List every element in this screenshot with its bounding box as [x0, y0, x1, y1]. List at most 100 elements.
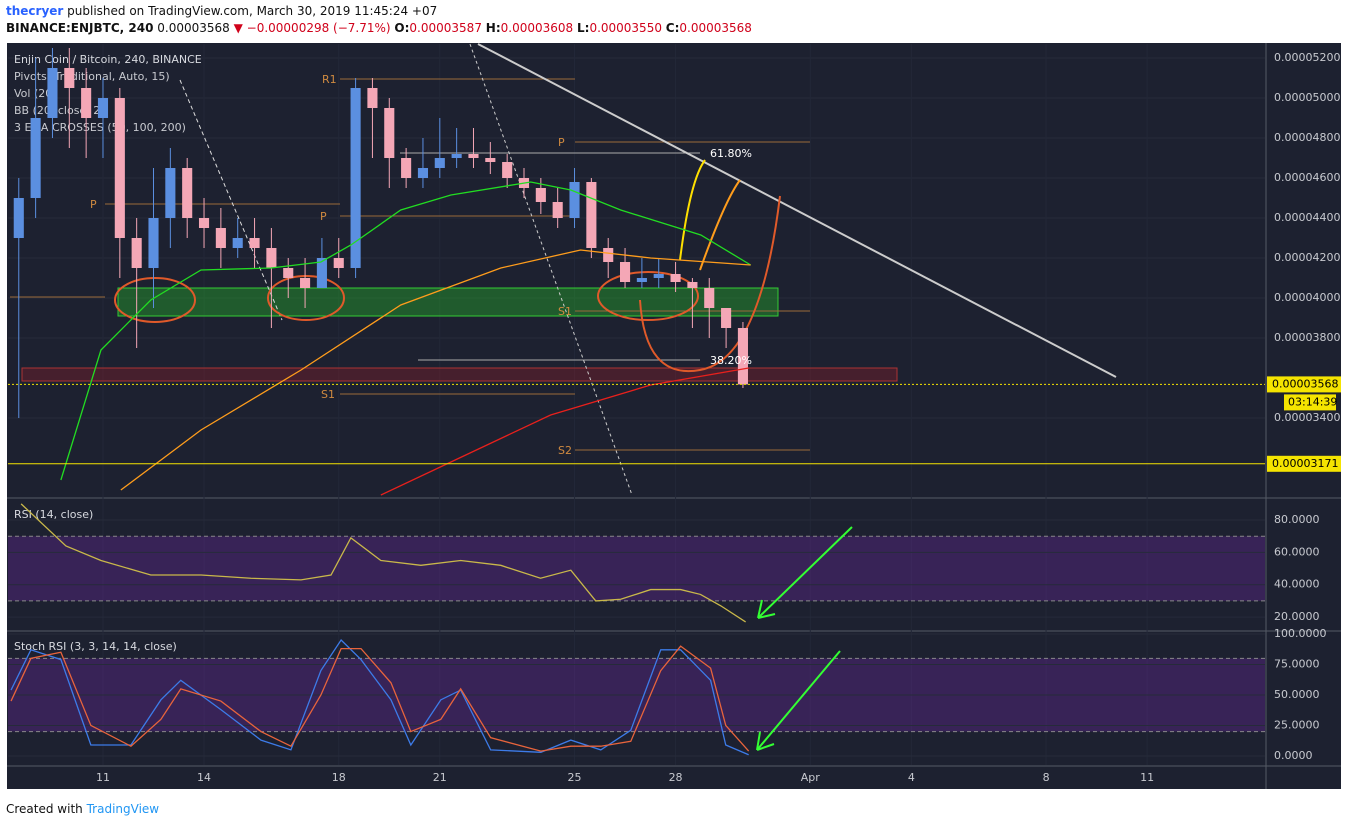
candle-body: [417, 168, 429, 178]
candle-body: [198, 218, 210, 228]
arrows: [756, 526, 853, 751]
candle-body: [182, 168, 193, 218]
candle-body: [451, 154, 462, 158]
y-tick-label: 0.00004800: [1274, 131, 1340, 144]
y-tick-label: 0.00003800: [1274, 331, 1340, 344]
pane-title: Enjin Coin / Bitcoin, 240, BINANCE: [14, 53, 202, 66]
candle-body: [485, 158, 496, 162]
x-tick-label: 8: [1043, 771, 1050, 784]
candle-body: [552, 202, 563, 218]
x-tick-label: 18: [332, 771, 346, 784]
candle-body: [350, 88, 361, 268]
candle-body: [249, 238, 260, 248]
price-tag: [1267, 455, 1341, 472]
y-tick-label: 25.0000: [1274, 718, 1320, 731]
y-tick-label: 80.0000: [1274, 513, 1320, 526]
ellipses: [114, 195, 781, 373]
y-tick-label: 20.0000: [1274, 610, 1320, 623]
x-tick-label: 11: [1140, 771, 1154, 784]
low: 0.00003550: [589, 21, 662, 35]
candle-body: [215, 228, 226, 248]
band: [8, 536, 1265, 601]
candle-body: [434, 158, 445, 168]
candle-body: [603, 248, 614, 262]
l-label: L:: [576, 21, 590, 35]
y-tick-label: 50.0000: [1274, 688, 1320, 701]
candle-body: [148, 218, 159, 268]
candle-body: [165, 168, 176, 218]
y-tick-label: 0.00004000: [1274, 291, 1340, 304]
x-tick-label: 4: [908, 771, 915, 784]
high: 0.00003608: [500, 21, 574, 35]
candle-body: [300, 278, 311, 288]
open: 0.00003587: [409, 21, 482, 35]
candle-body: [47, 68, 58, 118]
resistance-zone: [21, 367, 898, 382]
ema-line: [120, 249, 751, 491]
pivot-label: S1: [558, 305, 572, 318]
o-label: O:: [394, 21, 410, 35]
candle-body: [114, 98, 125, 238]
candle-body: [586, 182, 597, 248]
c-label: C:: [665, 21, 680, 35]
candle-body: [619, 262, 631, 282]
last: 0.00003568: [157, 21, 230, 35]
candle-body: [535, 188, 546, 202]
price-tag-label: 0.00003568: [1272, 377, 1338, 390]
candle-body: [737, 328, 748, 385]
trendline: [469, 43, 633, 496]
candle-body: [401, 158, 412, 178]
y-tick-label: 0.00005200: [1274, 51, 1340, 64]
pane-title: Stoch RSI (3, 3, 14, 14, close): [14, 640, 177, 653]
pivot-label: P: [90, 198, 97, 211]
h-label: H:: [485, 21, 501, 35]
pivot-label: P: [558, 136, 565, 149]
pivot-label: S1: [321, 388, 335, 401]
indicator-label: 3 EMA CROSSES (50, 100, 200): [14, 121, 186, 134]
y-tick-label: 0.0000: [1274, 749, 1313, 762]
pivot-label: R1: [322, 73, 337, 86]
candle-body: [131, 238, 142, 268]
y-tick-label: 0.00003400: [1274, 411, 1340, 424]
candle-body: [502, 162, 513, 178]
y-tick-label: 0.00004600: [1274, 171, 1340, 184]
author[interactable]: thecryer: [6, 4, 64, 18]
ema-line: [60, 181, 752, 481]
candle-body: [721, 308, 732, 328]
y-tick-label: 0.00004200: [1274, 251, 1340, 264]
pane-title: RSI (14, close): [14, 508, 93, 521]
candle-body: [232, 238, 243, 248]
fib-label: 61.80%: [710, 147, 752, 160]
candle-body: [468, 154, 479, 158]
arc: [679, 159, 706, 261]
candle-body: [704, 288, 715, 308]
candle-body: [687, 282, 698, 288]
brand[interactable]: TradingView: [86, 802, 160, 816]
pivot-label: P: [320, 210, 327, 223]
header-line-1: thecryer published on TradingView.com, M…: [6, 4, 437, 18]
x-tick-label: 25: [568, 771, 582, 784]
candle-body: [367, 88, 378, 108]
candle-body: [670, 274, 681, 282]
candle-body: [653, 274, 664, 278]
candle-body: [97, 98, 109, 118]
candle-body: [283, 268, 294, 278]
y-tick-label: 100.0000: [1274, 627, 1327, 640]
published: published on TradingView.com, March 30, …: [67, 4, 438, 18]
x-tick-label: 21: [433, 771, 447, 784]
x-tick-label: 11: [96, 771, 110, 784]
candle-body: [30, 118, 41, 198]
candle-body: [333, 258, 344, 268]
symbol: BINANCE:ENJBTC, 240: [6, 21, 154, 35]
candle-body: [569, 182, 580, 218]
trendline: [179, 79, 283, 321]
chart: 0.00005200 0.00005000 0.00004800 0.00004600…: [7, 43, 1341, 789]
fib-label: 38.20%: [710, 354, 752, 367]
indicator-label: Pivots (Traditional, Auto, 15): [14, 70, 170, 83]
countdown-label: 03:14:39: [1288, 395, 1337, 408]
price-tag: [1267, 376, 1341, 393]
y-tick-label: 0.00004400: [1274, 211, 1340, 224]
x-tick-label: 28: [669, 771, 683, 784]
y-tick-label: 75.0000: [1274, 657, 1320, 670]
